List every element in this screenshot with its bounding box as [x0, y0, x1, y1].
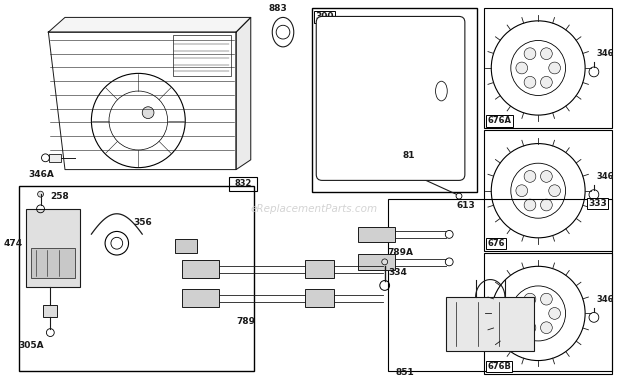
- Text: 300: 300: [316, 12, 334, 21]
- Circle shape: [524, 171, 536, 182]
- Text: 613: 613: [456, 201, 475, 210]
- Text: 356: 356: [134, 217, 153, 226]
- Bar: [172, 35, 231, 76]
- Circle shape: [541, 293, 552, 305]
- Text: 676A: 676A: [487, 116, 511, 125]
- Circle shape: [541, 76, 552, 88]
- Text: 676B: 676B: [487, 362, 511, 371]
- Circle shape: [394, 161, 401, 168]
- Circle shape: [142, 107, 154, 119]
- Circle shape: [370, 129, 374, 134]
- Bar: [388, 199, 613, 371]
- Circle shape: [524, 293, 536, 305]
- Circle shape: [384, 88, 389, 93]
- Bar: [175, 239, 197, 253]
- Circle shape: [524, 322, 536, 334]
- Text: 789A: 789A: [388, 248, 414, 257]
- Text: 851: 851: [396, 368, 415, 377]
- Circle shape: [396, 98, 401, 103]
- Bar: [182, 290, 219, 307]
- Circle shape: [371, 80, 376, 85]
- Circle shape: [385, 144, 390, 149]
- Bar: [484, 253, 613, 374]
- Circle shape: [405, 136, 410, 141]
- Circle shape: [516, 62, 528, 74]
- Circle shape: [337, 72, 342, 77]
- Text: 789: 789: [236, 317, 255, 326]
- Circle shape: [541, 48, 552, 60]
- Circle shape: [549, 185, 560, 196]
- Bar: [50, 154, 61, 162]
- Text: 883: 883: [268, 3, 288, 13]
- Circle shape: [365, 64, 370, 69]
- Text: 676: 676: [487, 239, 505, 248]
- Circle shape: [445, 230, 453, 238]
- Bar: [26, 209, 79, 287]
- Bar: [358, 254, 396, 270]
- Bar: [304, 260, 334, 278]
- Bar: [484, 130, 613, 251]
- Circle shape: [349, 107, 354, 112]
- Circle shape: [333, 62, 338, 67]
- Circle shape: [549, 307, 560, 319]
- Polygon shape: [48, 17, 250, 32]
- Text: eReplacementParts.com: eReplacementParts.com: [250, 204, 378, 214]
- Text: 305A: 305A: [18, 341, 43, 350]
- Circle shape: [524, 76, 536, 88]
- Bar: [312, 8, 477, 192]
- Circle shape: [541, 171, 552, 182]
- Polygon shape: [236, 17, 250, 169]
- Text: 334: 334: [389, 268, 407, 277]
- Text: 346A: 346A: [29, 170, 55, 179]
- Bar: [446, 297, 534, 351]
- Polygon shape: [48, 32, 236, 169]
- Text: 258: 258: [50, 192, 69, 201]
- Bar: [31, 248, 75, 278]
- Text: 346: 346: [597, 294, 614, 304]
- Circle shape: [541, 322, 552, 334]
- Circle shape: [549, 62, 560, 74]
- Bar: [43, 305, 57, 317]
- Circle shape: [382, 259, 388, 265]
- Text: 346: 346: [597, 49, 614, 58]
- Text: 333: 333: [588, 199, 606, 208]
- Text: 81: 81: [402, 151, 415, 160]
- Text: 346: 346: [597, 172, 614, 181]
- Bar: [484, 8, 613, 128]
- Text: 832: 832: [234, 179, 252, 188]
- Bar: [304, 290, 334, 307]
- Circle shape: [541, 199, 552, 211]
- Circle shape: [524, 199, 536, 211]
- Circle shape: [347, 139, 352, 144]
- Bar: [358, 226, 396, 242]
- Bar: [19, 186, 254, 371]
- Circle shape: [357, 121, 362, 126]
- Circle shape: [524, 48, 536, 60]
- Bar: [182, 260, 219, 278]
- Circle shape: [516, 185, 528, 196]
- Circle shape: [358, 106, 363, 111]
- Circle shape: [345, 142, 350, 147]
- Circle shape: [516, 307, 528, 319]
- Circle shape: [38, 191, 43, 197]
- FancyBboxPatch shape: [316, 16, 465, 180]
- Bar: [229, 177, 257, 191]
- Text: 474: 474: [4, 239, 23, 248]
- Circle shape: [445, 258, 453, 266]
